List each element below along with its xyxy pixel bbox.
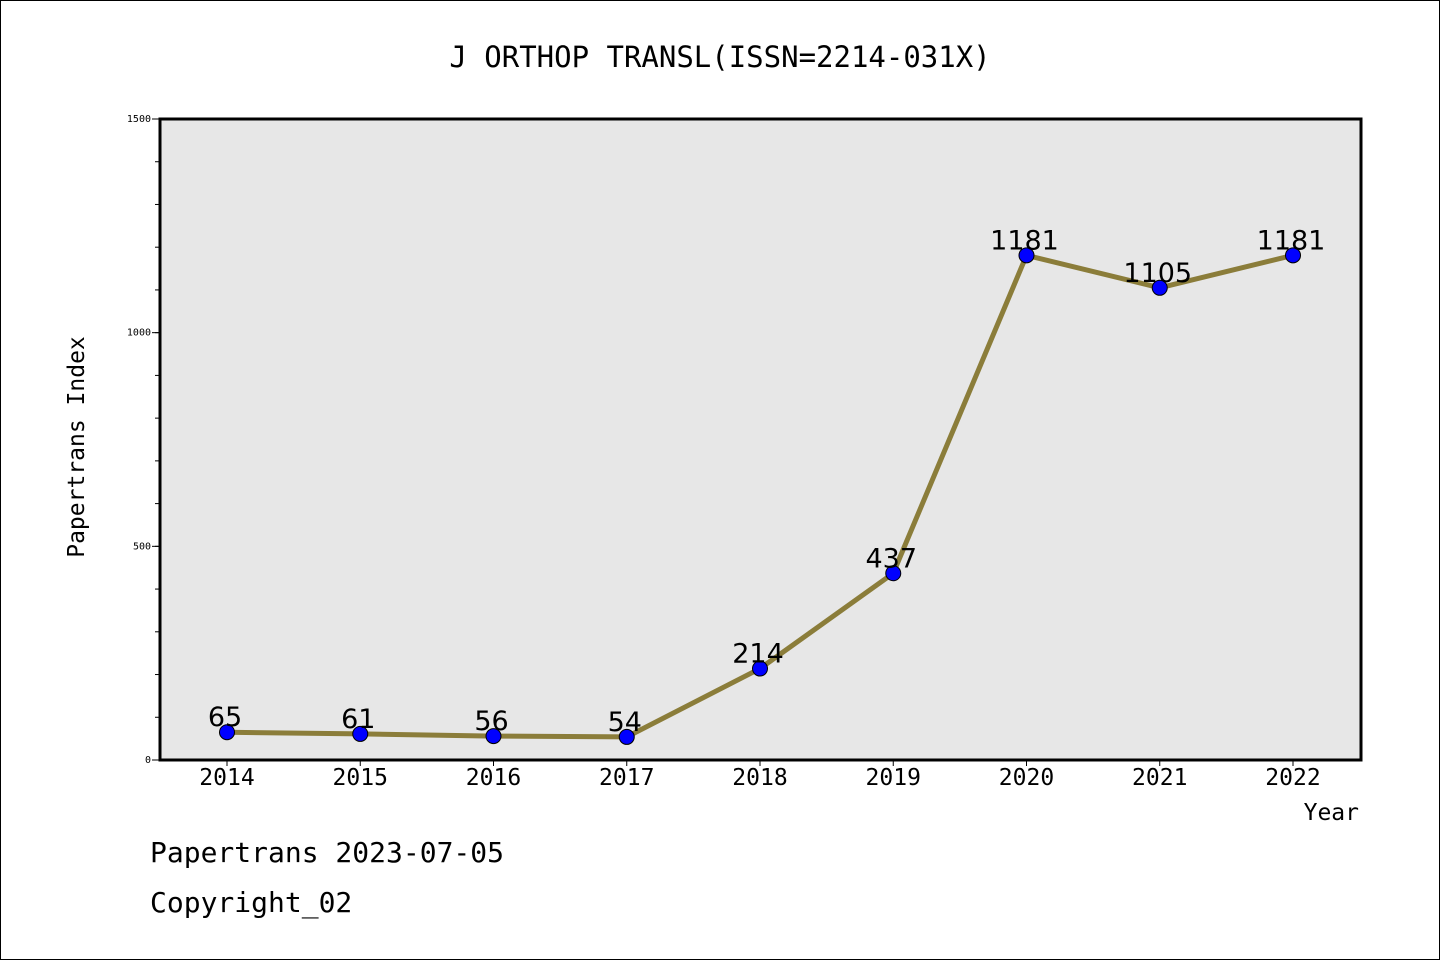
data-point-marker (1018, 247, 1035, 264)
x-axis-ticks: 2014 2015 2016 2017 2018 2019 2020 2021 2022 (199, 760, 1321, 791)
x-tick-label: 2019 (866, 765, 921, 791)
y-tick-label: 1500 (127, 114, 151, 125)
data-point-marker (219, 724, 235, 741)
data-point-marker (885, 565, 902, 582)
data-label: 61 (341, 704, 375, 735)
data-label: 437 (865, 543, 917, 574)
data-label: 56 (474, 706, 508, 737)
y-tick-label: 0 (145, 755, 151, 766)
plot-area (158, 117, 1363, 762)
data-label: 1181 (1257, 225, 1326, 256)
x-tick-label: 2016 (466, 765, 521, 791)
data-markers (219, 247, 1301, 745)
chart-title: J ORTHOP TRANSL(ISSN=2214-031X) (449, 40, 990, 74)
data-point-marker (1285, 247, 1301, 264)
data-label: 1105 (1123, 258, 1192, 289)
data-point-marker (1151, 279, 1168, 296)
x-tick-label: 2020 (999, 765, 1054, 791)
data-label: 1181 (990, 225, 1059, 256)
x-tick-label: 2015 (333, 765, 388, 791)
y-tick-label: 500 (133, 541, 151, 552)
data-label: 65 (208, 702, 242, 733)
data-point-marker (752, 660, 768, 677)
x-tick-label: 2021 (1132, 765, 1187, 791)
footer-date-text: Papertrans 2023-07-05 (150, 836, 505, 869)
y-axis-label: Papertrans Index (64, 336, 90, 558)
x-axis-label: Year (1304, 800, 1359, 826)
data-point-marker (352, 725, 369, 742)
y-tick-label: 1000 (127, 328, 151, 339)
x-tick-label: 2014 (199, 765, 254, 791)
y-axis-ticks: 0 500 1000 1500 (127, 114, 160, 766)
data-point-marker (485, 728, 502, 745)
data-label: 214 (732, 639, 784, 670)
x-tick-label: 2017 (599, 765, 654, 791)
data-labels: 65 61 56 54 214 437 1181 1105 1181 (208, 225, 1326, 738)
data-point-marker (618, 728, 635, 745)
footer-copyright-text: Copyright_02 (150, 886, 353, 919)
data-label: 54 (608, 707, 642, 738)
x-tick-label: 2018 (732, 765, 787, 791)
x-tick-label: 2022 (1265, 765, 1320, 791)
